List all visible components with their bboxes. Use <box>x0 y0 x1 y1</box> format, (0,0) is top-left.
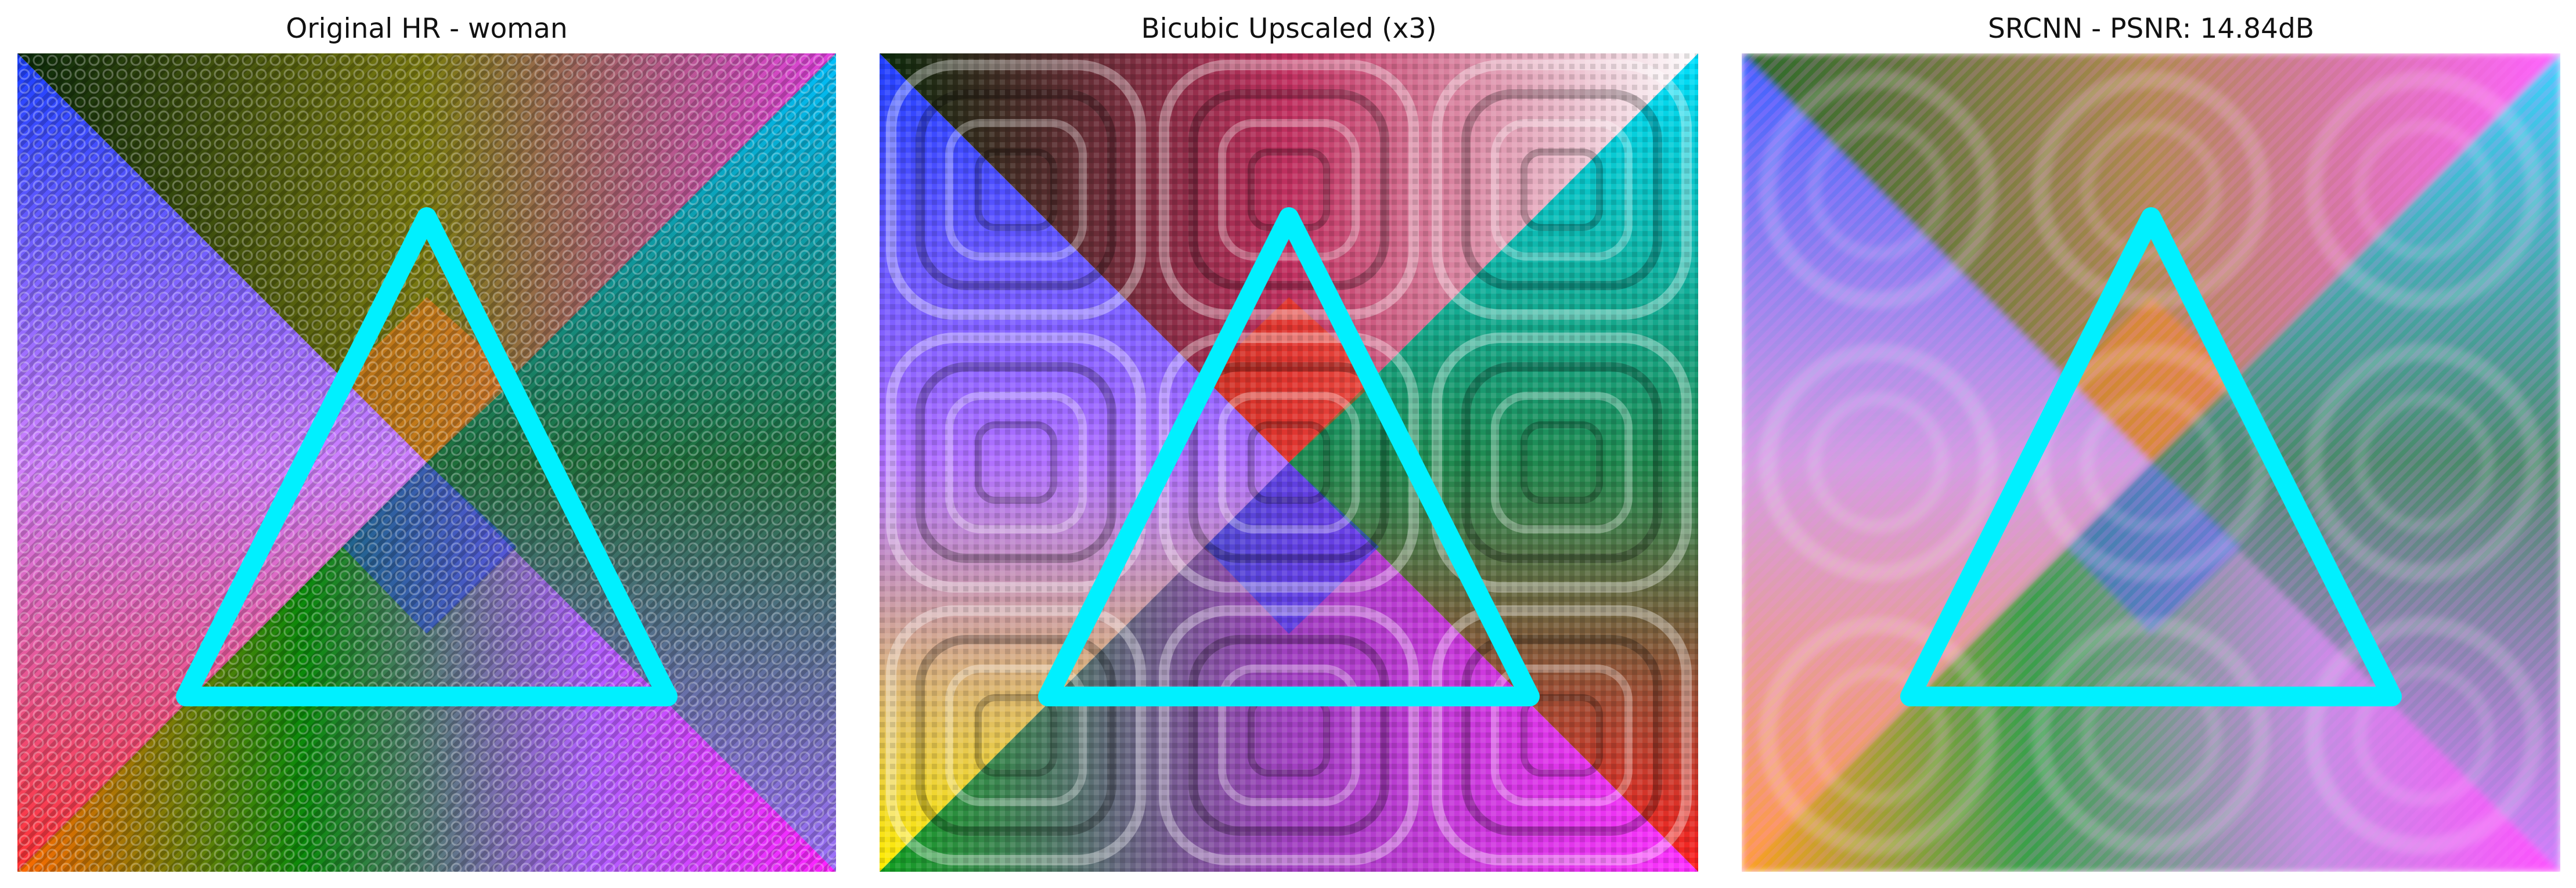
panel-srcnn: SRCNN - PSNR: 14.84dB <box>1742 0 2560 888</box>
panel-title: Bicubic Upscaled (x3) <box>1141 13 1437 45</box>
image-original-hr <box>17 53 836 872</box>
image-srcnn-output <box>1742 53 2560 872</box>
panel-title: Original HR - woman <box>286 13 568 45</box>
bicubic-image-svg <box>880 53 1698 872</box>
panel-bicubic: Bicubic Upscaled (x3) <box>880 0 1698 888</box>
image-bicubic-upscaled <box>880 53 1698 872</box>
srcnn-image-svg <box>1742 53 2560 872</box>
panel-original: Original HR - woman <box>17 0 836 888</box>
original-image-svg <box>17 53 836 872</box>
panel-title: SRCNN - PSNR: 14.84dB <box>1987 13 2315 45</box>
